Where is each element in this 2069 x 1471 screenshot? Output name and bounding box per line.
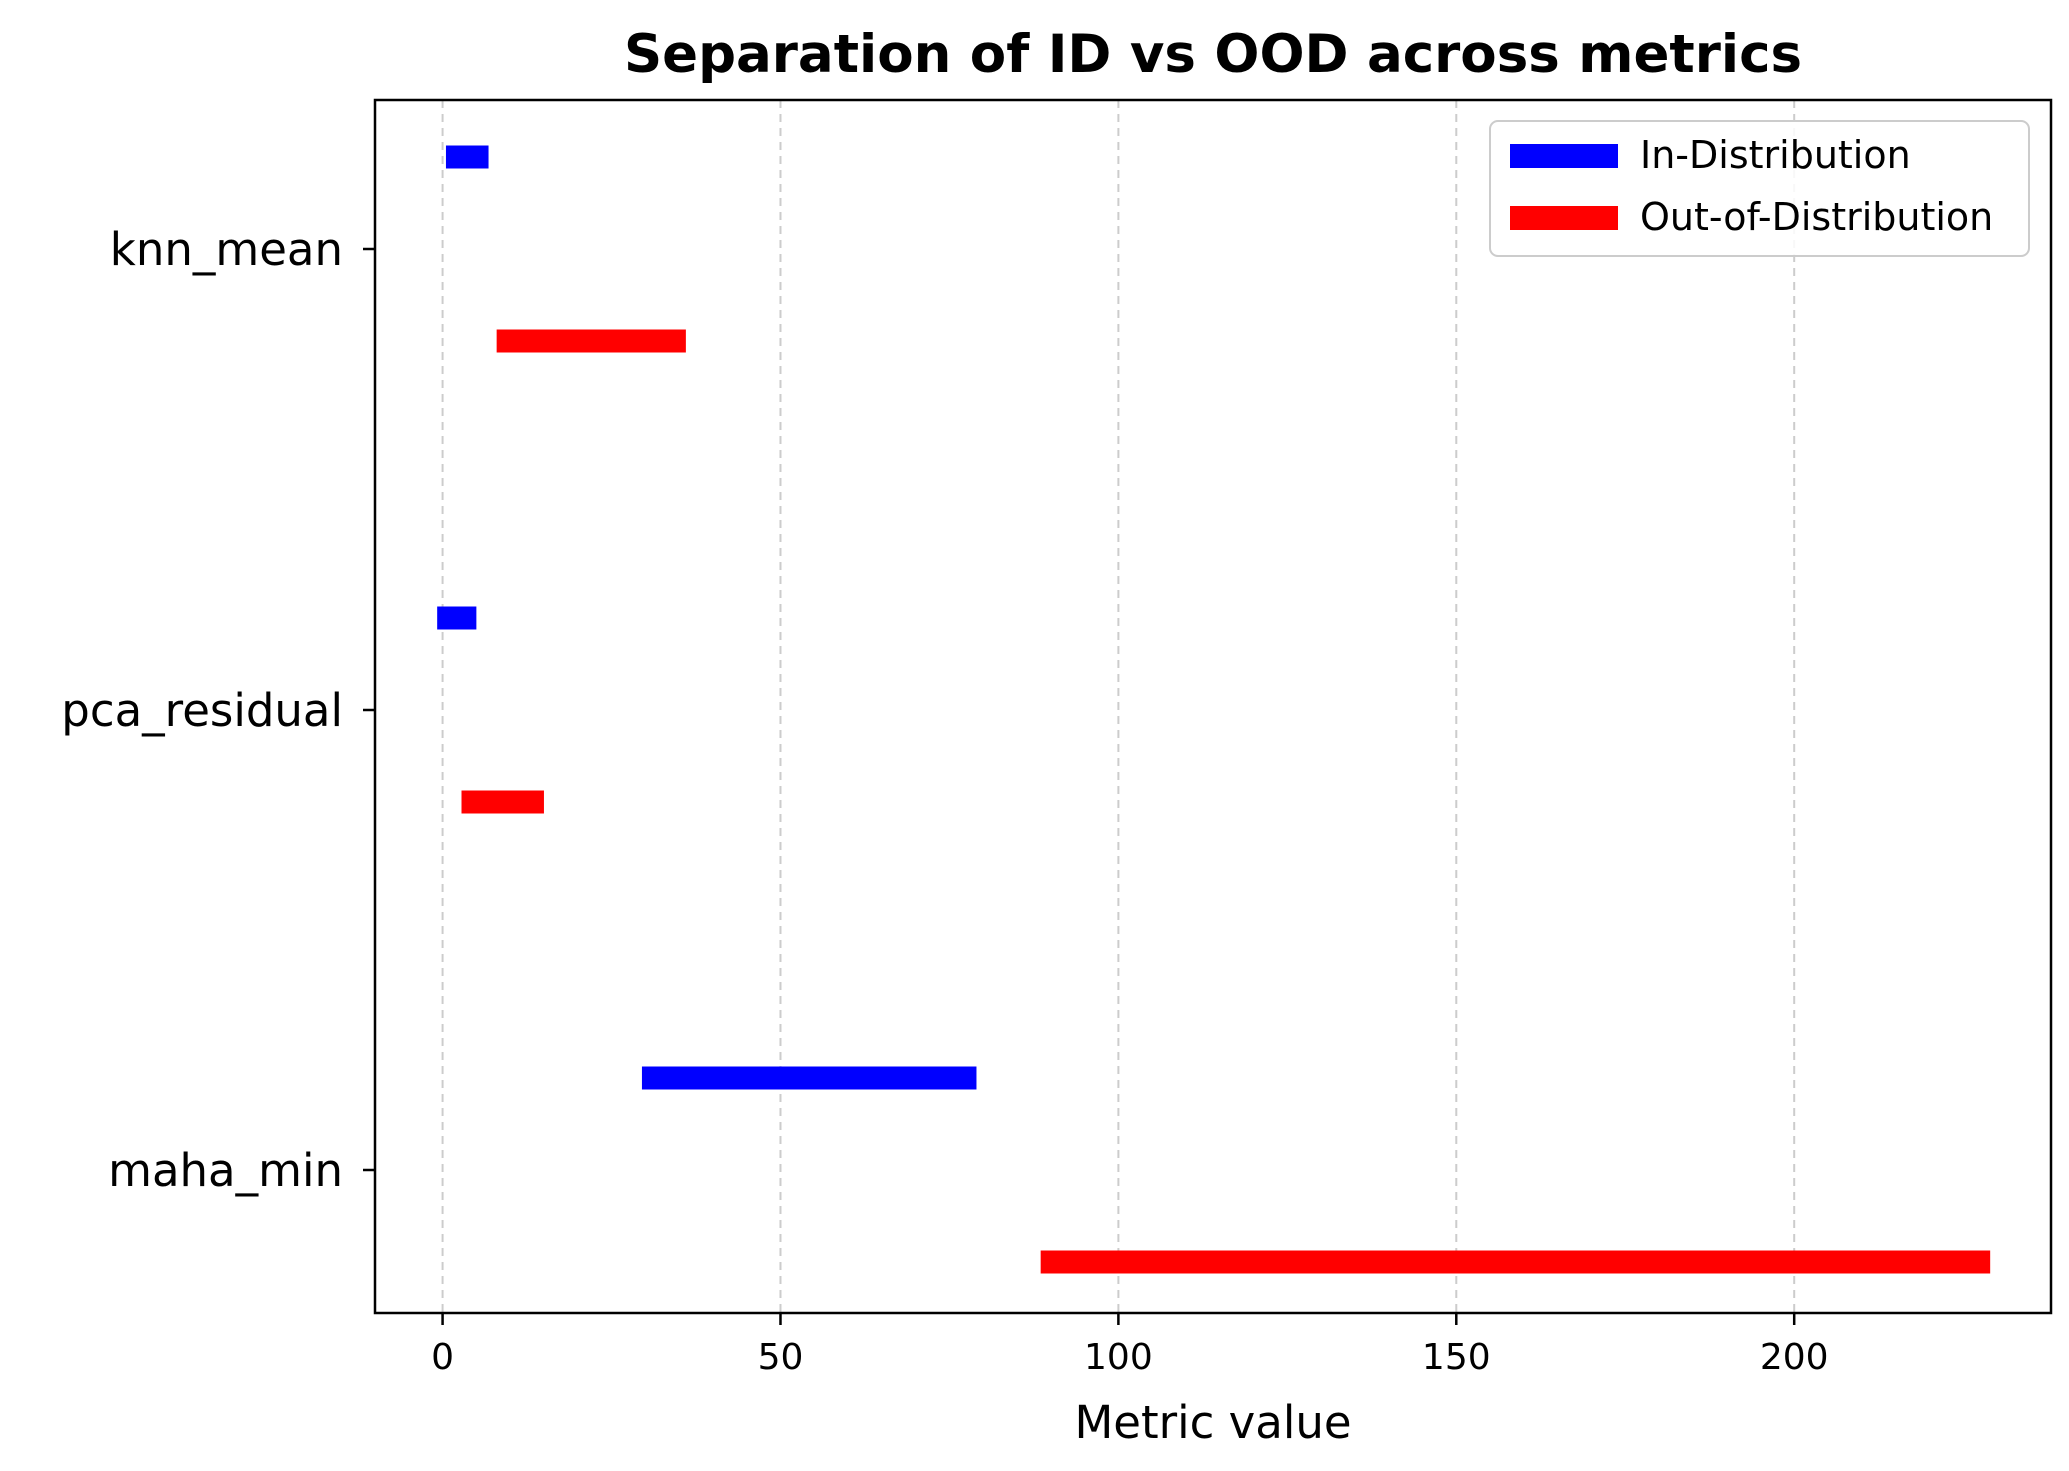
x-tick-label: 200 bbox=[1760, 1337, 1829, 1378]
x-tick-label: 150 bbox=[1422, 1337, 1491, 1378]
x-tick-label: 0 bbox=[431, 1337, 454, 1378]
x-tick-label: 100 bbox=[1084, 1337, 1153, 1378]
y-tick-label: pca_residual bbox=[61, 684, 343, 737]
ticks-layer: 0 50 100 150 200 knn_mean pca_residual maha_min bbox=[61, 223, 1828, 1378]
grid-layer bbox=[441, 100, 1796, 1313]
legend-label-ood: Out-of-Distribution bbox=[1640, 195, 1993, 239]
x-axis-label: Metric value bbox=[1074, 1396, 1351, 1449]
ood-range-bar-pca_residual bbox=[461, 790, 544, 814]
legend-swatch-id bbox=[1510, 144, 1618, 168]
legend-swatch-ood bbox=[1510, 206, 1618, 230]
y-tick-label: knn_mean bbox=[110, 223, 343, 276]
plot-frame bbox=[373, 98, 2053, 1315]
chart-title: Separation of ID vs OOD across metrics bbox=[624, 24, 1802, 85]
legend-label-id: In-Distribution bbox=[1640, 133, 1911, 177]
id-range-bar-maha_min bbox=[641, 1066, 977, 1090]
legend-frame bbox=[1489, 120, 2030, 257]
id-range-bar-knn_mean bbox=[445, 145, 489, 169]
y-tick-label: maha_min bbox=[108, 1144, 343, 1197]
bars-layer bbox=[437, 145, 1991, 1274]
legend: In-Distribution Out-of-Distribution bbox=[1489, 120, 2030, 257]
legend-items: In-Distribution Out-of-Distribution bbox=[1510, 133, 1993, 239]
id-range-bar-pca_residual bbox=[437, 606, 477, 630]
ood-range-bar-maha_min bbox=[1040, 1250, 1991, 1274]
ood-range-bar-knn_mean bbox=[496, 329, 686, 353]
x-tick-label: 50 bbox=[758, 1337, 804, 1378]
